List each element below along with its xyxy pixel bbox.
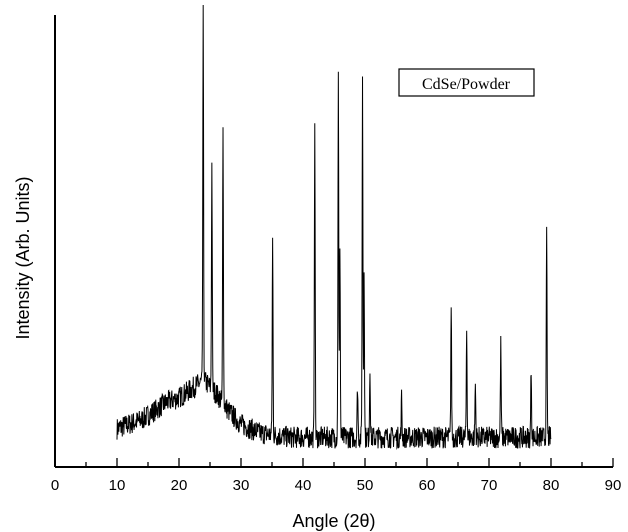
x-tick-label: 30 <box>233 477 250 494</box>
x-tick-label: 70 <box>481 477 498 494</box>
x-tick-label: 60 <box>419 477 436 494</box>
series-line <box>116 4 552 451</box>
x-tick-label: 50 <box>357 477 374 494</box>
x-tick-label: 10 <box>109 477 126 494</box>
legend-label: CdSe/Powder <box>422 76 511 93</box>
x-tick-label: 80 <box>543 477 560 494</box>
x-axis-tick-labels: 0 10 20 30 40 50 60 70 80 90 <box>51 477 622 494</box>
x-tick-label: 90 <box>605 477 622 494</box>
x-axis-ticks <box>54 458 614 467</box>
legend: CdSe/Powder <box>398 68 535 97</box>
x-axis-title: Angle (2θ) <box>292 511 375 531</box>
legend-box <box>398 68 535 97</box>
x-tick-label: 20 <box>171 477 188 494</box>
x-tick-label: 0 <box>51 477 59 494</box>
y-axis-title: Intensity (Arb. Units) <box>13 176 33 339</box>
x-tick-label: 40 <box>295 477 312 494</box>
